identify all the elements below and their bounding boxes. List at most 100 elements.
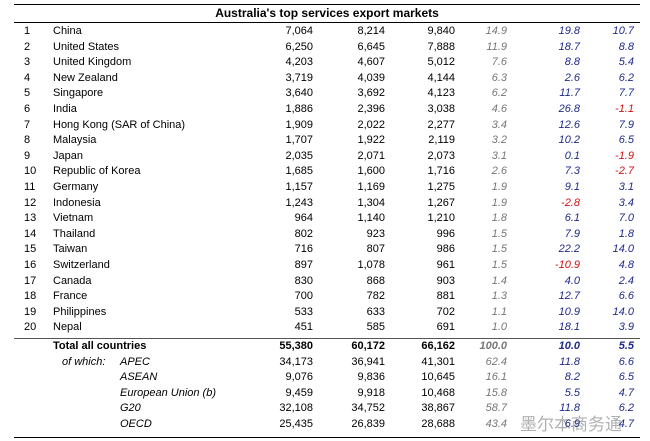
table-cell: 1,078 — [357, 259, 385, 271]
table-cell: 6 — [24, 103, 31, 115]
table-cell: 6.2 — [618, 71, 634, 84]
table-cell: of which: — [62, 355, 106, 368]
table-cell: 700 — [294, 290, 313, 303]
table-cell: 1 — [24, 25, 31, 37]
table-cell: 691 — [436, 321, 455, 334]
table-cell: 10.9 — [558, 305, 580, 318]
table-cell: 14.0 — [612, 243, 634, 256]
table-cell: 1.9 — [491, 181, 507, 193]
table-cell: Hong Kong (SAR of China) — [53, 118, 186, 131]
table-cell: 7.6 — [491, 56, 507, 69]
table-cell: 9,836 — [357, 371, 385, 384]
table-cell: 38,867 — [421, 402, 455, 415]
table-cell: 10 — [24, 165, 37, 178]
table-cell: 1.3 — [491, 290, 507, 303]
table-cell: 5.5 — [564, 386, 580, 399]
table-cell: 14.0 — [612, 305, 634, 318]
table-cell: 2.4 — [618, 274, 634, 287]
table-cell: 6.2 — [491, 87, 507, 100]
table-cell: 1,922 — [357, 134, 385, 147]
table-cell: 4,203 — [285, 56, 313, 69]
table-cell: 36,941 — [351, 355, 385, 368]
table-cell: New Zealand — [53, 71, 118, 84]
table-cell: 10,468 — [421, 386, 455, 399]
table-cell: 1.5 — [491, 243, 507, 256]
table-cell: 9.1 — [564, 181, 580, 193]
table-cell: 25,435 — [279, 418, 313, 430]
table-cell: 2,119 — [428, 134, 455, 147]
table-cell: 3,692 — [357, 87, 385, 100]
table-cell: 66,162 — [421, 340, 455, 352]
table-cell: 2,071 — [357, 149, 385, 162]
table-cell: 6.5 — [618, 371, 634, 384]
table-cell: 11 — [24, 181, 36, 193]
table-cell: 16 — [24, 259, 37, 271]
table-cell: 3,719 — [285, 71, 313, 84]
table-cell: 6.2 — [618, 402, 634, 415]
table-cell: 1,157 — [285, 181, 313, 193]
table-cell: 451 — [294, 321, 313, 334]
table-cell: 986 — [436, 243, 455, 256]
table-cell: 8.2 — [564, 371, 580, 384]
table-cell: India — [53, 103, 77, 115]
table-cell: 782 — [366, 290, 385, 303]
table-cell: 964 — [294, 212, 313, 225]
table-cell: 28,688 — [421, 418, 455, 430]
table-cell: Malaysia — [53, 134, 97, 147]
table-cell: 4.8 — [618, 259, 634, 271]
table-cell: 4,144 — [427, 71, 455, 84]
table-cell: 3.1 — [618, 181, 634, 193]
table-cell: Canada — [53, 274, 92, 287]
table-cell: 14.9 — [485, 25, 507, 37]
table-cell: 6.1 — [564, 212, 580, 225]
table-cell: 18.7 — [558, 40, 580, 53]
table-cell: 1,716 — [427, 165, 455, 178]
table-cell: 2,073 — [427, 149, 455, 162]
table-cell: 8,214 — [357, 25, 385, 37]
table-cell: -1.1 — [615, 103, 634, 115]
table-cell: 17 — [24, 274, 37, 287]
table-cell: 2,277 — [427, 118, 455, 131]
table-cell: 802 — [294, 227, 313, 240]
table-cell: 18.1 — [558, 321, 580, 334]
table-cell: 15.8 — [485, 386, 507, 399]
table-cell: 62.4 — [485, 355, 507, 368]
table-cell: 9,076 — [285, 371, 313, 384]
table-cell: 9,459 — [285, 386, 313, 399]
table-cell: 9 — [24, 149, 31, 162]
table-cell: 41,301 — [421, 355, 455, 368]
table-cell: 13 — [24, 212, 37, 225]
table-cell: 533 — [294, 305, 313, 318]
table-cell: Republic of Korea — [53, 165, 141, 178]
table-cell: 19.8 — [558, 25, 580, 37]
table-cell: 4,607 — [357, 56, 385, 69]
table-cell: 633 — [366, 305, 385, 318]
table-cell: G20 — [120, 402, 141, 415]
table-cell: 2 — [24, 40, 31, 53]
table-cell: 881 — [436, 290, 455, 303]
table-cell: 0.1 — [564, 149, 580, 162]
table-cell: 897 — [294, 259, 313, 271]
rule — [14, 22, 640, 23]
table-cell: 1.4 — [491, 274, 507, 287]
table-cell: 903 — [436, 274, 455, 287]
table-cell: 961 — [436, 259, 455, 271]
table-cell: Taiwan — [53, 243, 88, 256]
table-cell: 22.2 — [558, 243, 580, 256]
table-cell: 2,396 — [357, 103, 385, 115]
table-cell: 11.8 — [559, 355, 580, 368]
table-cell: 7.3 — [564, 165, 580, 178]
table-cell: 1.5 — [491, 227, 507, 240]
table-cell: 3.1 — [491, 149, 507, 162]
table-cell: 1.1 — [491, 305, 507, 318]
table-cell: 4.7 — [618, 418, 634, 430]
table-cell: 5 — [24, 87, 31, 100]
table-cell: 3 — [24, 56, 31, 69]
table-cell: 58.7 — [485, 402, 507, 415]
table-cell: Indonesia — [53, 196, 101, 209]
table-cell: 26.8 — [558, 103, 580, 115]
table-cell: 2.6 — [564, 71, 580, 84]
table-cell: 1,909 — [285, 118, 313, 131]
table-cell: 8.8 — [564, 56, 580, 69]
table-cell: 1,275 — [427, 181, 455, 193]
